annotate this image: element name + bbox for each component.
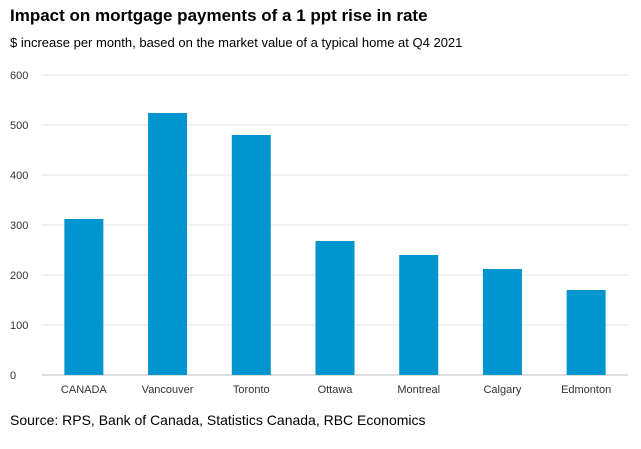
y-tick-label: 300: [10, 220, 28, 232]
x-tick-label: Edmonton: [561, 384, 611, 396]
bar: [482, 269, 522, 375]
y-axis-ticks: 0 100 200 300 400 500 600: [10, 70, 28, 382]
x-tick-label: CANADA: [61, 384, 108, 396]
y-tick-label: 600: [10, 70, 28, 82]
bar: [399, 255, 439, 375]
y-tick-label: 100: [10, 320, 28, 332]
y-tick-label: 500: [10, 120, 28, 132]
y-tick-label: 0: [10, 370, 16, 382]
x-tick-label: Vancouver: [142, 384, 194, 396]
y-tick-label: 200: [10, 270, 28, 282]
bar: [231, 135, 271, 375]
gridlines: [42, 74, 628, 376]
chart-subtitle: $ increase per month, based on the marke…: [10, 35, 463, 50]
x-tick-label: Toronto: [233, 384, 270, 396]
bar: [315, 241, 355, 375]
y-tick-label: 400: [10, 170, 28, 182]
x-tick-label: Ottawa: [318, 384, 354, 396]
bar: [148, 113, 188, 375]
source-note: Source: RPS, Bank of Canada, Statistics …: [10, 412, 426, 428]
x-axis-ticks: CANADA Vancouver Toronto Ottawa Montreal Calg…: [61, 384, 611, 396]
x-tick-label: Montreal: [397, 384, 440, 396]
x-tick-label: Calgary: [483, 384, 521, 396]
bar: [566, 290, 606, 375]
bar: [64, 219, 104, 375]
chart-title: Impact on mortgage payments of a 1 ppt r…: [10, 6, 428, 25]
bars: [64, 113, 606, 375]
